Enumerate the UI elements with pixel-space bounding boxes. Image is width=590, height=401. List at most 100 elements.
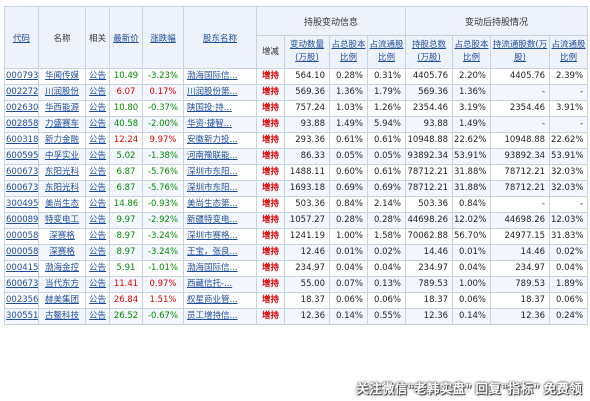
stock-code-link[interactable]: 600673 [4,164,39,181]
stock-name-link[interactable]: 华西能源 [38,100,86,117]
col-header-price[interactable]: 最新价 [109,6,143,69]
shareholder-link[interactable]: 华资·捷智... [183,116,257,133]
col-header-change-qty[interactable]: 变动数量(万股) [284,35,330,69]
stock-code-link[interactable]: 002630 [4,100,39,117]
stock-name-link[interactable]: 深赛格 [38,244,86,261]
announcement-link[interactable]: 公告 [85,164,110,181]
col-header-after-float-pct[interactable]: 占流通股比例 [549,35,589,69]
after-float-shares: 78712.21 [490,180,551,197]
shareholder-link[interactable]: 深圳市东阳... [183,180,257,197]
table-row[interactable]: 600089 特变电工 公告 9.97 -2.92% 新疆特变电... 增持 1057.27 0… [4,212,589,229]
stock-code-link[interactable]: 600673 [4,180,39,197]
stock-name-link[interactable]: 川润股份 [38,84,86,101]
announcement-link[interactable]: 公告 [85,196,110,213]
stock-name-link[interactable]: 东阳光科 [38,180,86,197]
announcement-link[interactable]: 公告 [85,308,110,325]
direction-label: 增持 [256,116,285,133]
shareholder-link[interactable]: 河南豫联能... [183,148,257,165]
stock-name-link[interactable]: 美尚生态 [38,196,86,213]
table-row[interactable]: 600673 当代东方 公告 11.41 0.97% 西藏信托-... 增持 55.00 0.0… [4,276,589,293]
stock-name-link[interactable]: 渤海金控 [38,260,86,277]
table-row[interactable]: 002858 力盛赛车 公告 40.58 -2.00% 华资·捷智... 增持 93.88 1.… [4,116,589,133]
stock-name-link[interactable]: 东阳光科 [38,164,86,181]
table-row[interactable]: 002356 赫美集团 公告 26.84 1.51% 权星商业管... 增持 18.37 0.0… [4,292,589,309]
shareholder-link[interactable]: 深圳市赛格... [183,228,257,245]
col-header-after-float[interactable]: 持流通股数(万股) [490,35,551,69]
stock-name-link[interactable]: 新力金融 [38,132,86,149]
table-row[interactable]: 600673 东阳光科 公告 6.87 -5.76% 深圳市东阳... 增持 1488.11 0… [4,164,589,181]
stock-name-link[interactable]: 当代东方 [38,276,86,293]
stock-code-link[interactable]: 000058 [4,228,39,245]
direction-label: 增持 [256,308,285,325]
shareholder-link[interactable]: 安徽新力投... [183,132,257,149]
stock-name-link[interactable]: 力盛赛车 [38,116,86,133]
stock-name-link[interactable]: 赫美集团 [38,292,86,309]
col-header-change-total-pct[interactable]: 占总股本比例 [329,35,368,69]
stock-code-link[interactable]: 600089 [4,212,39,229]
col-header-change[interactable]: 涨跌幅 [142,6,184,69]
change-total-pct: 1.49% [329,116,368,133]
shareholder-link[interactable]: 渤海国际信... [183,68,257,85]
stock-code-link[interactable]: 002356 [4,292,39,309]
stock-code-link[interactable]: 300551 [4,308,39,325]
shareholder-link[interactable]: 川润股份第... [183,84,257,101]
announcement-link[interactable]: 公告 [85,260,110,277]
stock-name-link[interactable]: 华闻传媒 [38,68,86,85]
table-row[interactable]: 000793 华闻传媒 公告 10.49 -3.23% 渤海国际信... 增持 564.10 0… [4,68,589,85]
stock-code-link[interactable]: 002272 [4,84,39,101]
shareholder-link[interactable]: 陕国投·持... [183,100,257,117]
shareholder-link[interactable]: 王宝，张良... [183,244,257,261]
table-row[interactable]: 002630 华西能源 公告 10.80 -0.37% 陕国投·持... 增持 757.24 1… [4,100,589,117]
stock-code-link[interactable]: 600595 [4,148,39,165]
announcement-link[interactable]: 公告 [85,116,110,133]
col-header-change-float-pct[interactable]: 占流通股比例 [366,35,407,69]
announcement-link[interactable]: 公告 [85,68,110,85]
stock-code-link[interactable]: 000793 [4,68,39,85]
col-header-direction: 增减 [256,35,285,69]
after-float-shares: - [490,196,551,213]
announcement-link[interactable]: 公告 [85,100,110,117]
stock-name-link[interactable]: 中孚实业 [38,148,86,165]
shareholder-link[interactable]: 权星商业管... [183,292,257,309]
table-row[interactable]: 002272 川润股份 公告 6.07 0.17% 川润股份第... 增持 569.36 1.3… [4,84,589,101]
announcement-link[interactable]: 公告 [85,244,110,261]
col-header-after-total[interactable]: 持股总数(万股) [405,35,454,69]
table-row[interactable]: 000415 渤海金控 公告 5.91 -1.01% 渤海国际信... 增持 234.97 0.… [4,260,589,277]
announcement-link[interactable]: 公告 [85,132,110,149]
stock-code-link[interactable]: 000415 [4,260,39,277]
announcement-link[interactable]: 公告 [85,292,110,309]
after-total-pct: 53.91% [452,148,492,165]
shareholder-link[interactable]: 渤海国际信... [183,260,257,277]
announcement-link[interactable]: 公告 [85,276,110,293]
stock-name-link[interactable]: 深赛格 [38,228,86,245]
announcement-link[interactable]: 公告 [85,148,110,165]
col-header-code[interactable]: 代码 [4,6,39,69]
shareholder-link[interactable]: 深圳市东阳... [183,164,257,181]
stock-code-link[interactable]: 000058 [4,244,39,261]
announcement-link[interactable]: 公告 [85,228,110,245]
change-total-pct: 0.84% [329,196,368,213]
change-total-pct: 0.06% [329,292,368,309]
table-row[interactable]: 000058 深赛格 公告 8.97 -3.24% 王宝，张良... 增持 12.46 0.01… [4,244,589,261]
stock-code-link[interactable]: 600673 [4,276,39,293]
announcement-link[interactable]: 公告 [85,180,110,197]
announcement-link[interactable]: 公告 [85,212,110,229]
stock-name-link[interactable]: 特变电工 [38,212,86,229]
table-row[interactable]: 600673 东阳光科 公告 6.87 -5.76% 深圳市东阳... 增持 1693.18 0… [4,180,589,197]
stock-code-link[interactable]: 600318 [4,132,39,149]
stock-name-link[interactable]: 古鳌科技 [38,308,86,325]
table-row[interactable]: 300551 古鳌科技 公告 26.52 -0.67% 员工增持信... 增持 12.36 0.… [4,308,589,325]
table-row[interactable]: 300495 美尚生态 公告 14.86 -0.93% 美尚生态第... 增持 503.36 0… [4,196,589,213]
shareholder-link[interactable]: 美尚生态第... [183,196,257,213]
announcement-link[interactable]: 公告 [85,84,110,101]
shareholder-link[interactable]: 新疆特变电... [183,212,257,229]
stock-code-link[interactable]: 002858 [4,116,39,133]
stock-code-link[interactable]: 300495 [4,196,39,213]
col-header-after-total-pct[interactable]: 占总股本比例 [452,35,492,69]
table-row[interactable]: 600318 新力金融 公告 12.24 9.97% 安徽新力投... 增持 293.36 0.… [4,132,589,149]
table-row[interactable]: 600595 中孚实业 公告 5.02 -1.38% 河南豫联能... 增持 86.33 0.0… [4,148,589,165]
col-header-holder[interactable]: 股东名称 [183,6,257,69]
shareholder-link[interactable]: 员工增持信... [183,308,257,325]
table-row[interactable]: 000058 深赛格 公告 8.97 -3.24% 深圳市赛格... 增持 1241.19 1.… [4,228,589,245]
shareholder-link[interactable]: 西藏信托-... [183,276,257,293]
